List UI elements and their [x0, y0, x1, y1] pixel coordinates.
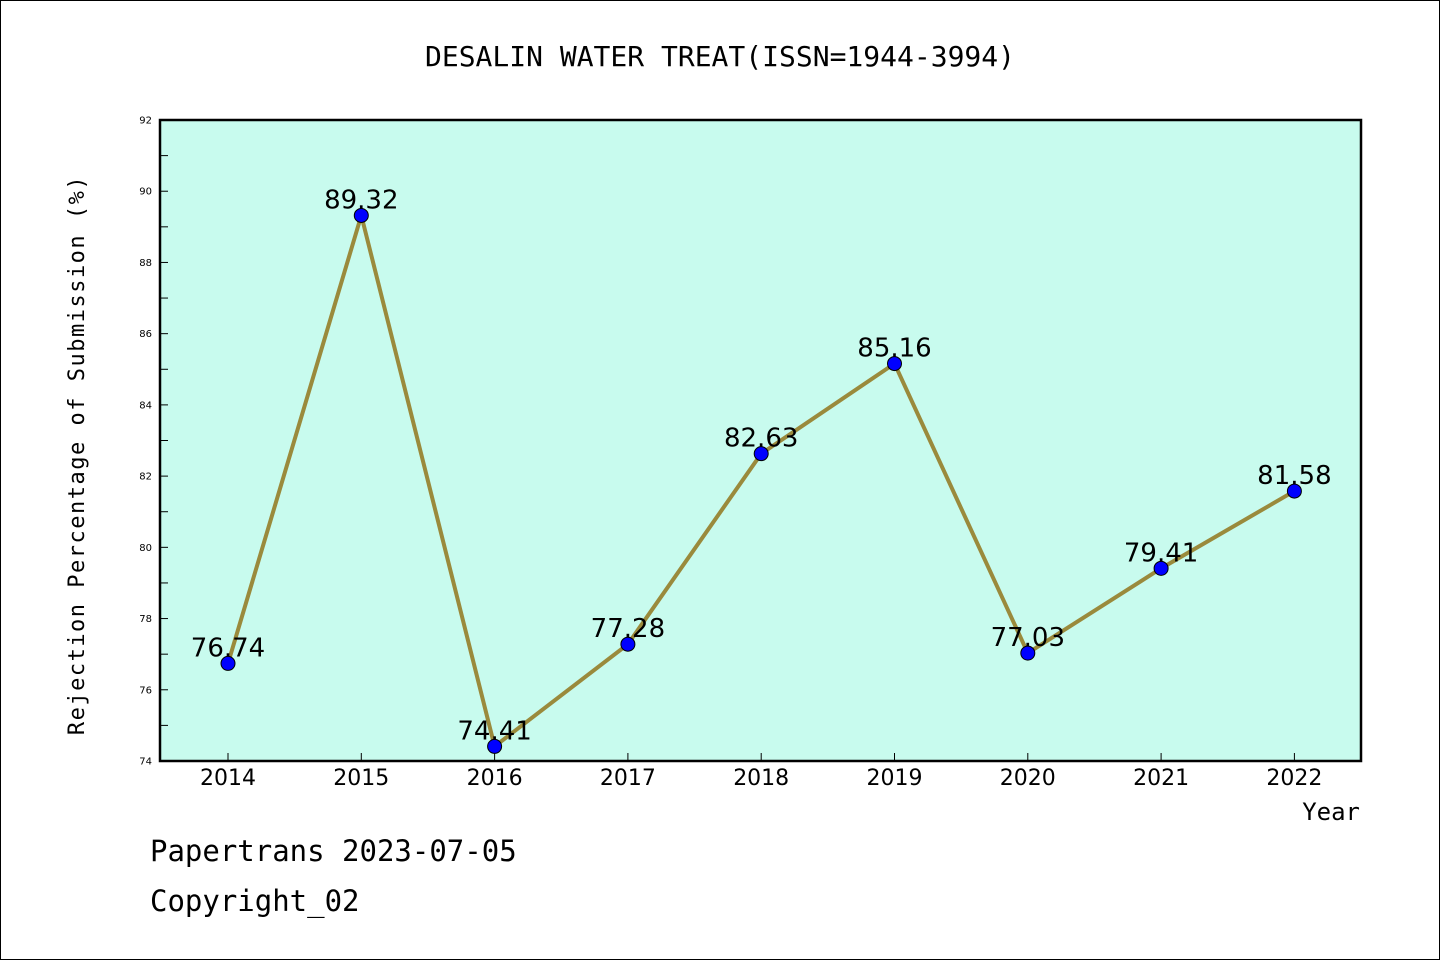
y-tick-label: 78 — [139, 614, 152, 625]
y-tick-label: 92 — [139, 116, 152, 127]
y-tick-label: 74 — [139, 757, 152, 768]
y-tick-label: 80 — [139, 543, 152, 554]
plot-area — [158, 118, 1363, 763]
data-point — [220, 655, 236, 671]
x-tick-label: 2021 — [1133, 766, 1189, 791]
x-axis-label: Year — [1302, 798, 1360, 826]
x-tick-label: 2016 — [467, 766, 523, 791]
x-tick-label: 2017 — [600, 766, 656, 791]
x-tick-label: 2014 — [200, 766, 256, 791]
x-tick-label: 2018 — [733, 766, 789, 791]
data-point — [353, 207, 369, 223]
data-point — [487, 738, 503, 754]
data-point — [620, 636, 636, 652]
x-axis-ticks: 2014 2015 2016 2017 2018 2019 2020 2021 2022 — [200, 753, 1322, 791]
data-label-group: 76.7489.3274.4177.2882.6385.1677.0379.41… — [191, 185, 1332, 746]
y-tick-label: 84 — [139, 400, 152, 411]
marker-group — [220, 207, 1302, 754]
data-point — [887, 356, 902, 372]
x-tick-label: 2020 — [1000, 766, 1056, 791]
x-tick-label: 2019 — [867, 766, 923, 791]
y-tick-label: 90 — [139, 187, 152, 198]
y-tick-label: 76 — [139, 685, 152, 696]
data-point — [1286, 483, 1302, 499]
y-axis-ticks: 74 76 78 80 82 84 86 88 90 92 — [139, 116, 168, 768]
data-point — [1020, 645, 1036, 661]
data-point — [1153, 560, 1169, 576]
y-axis-label: Rejection Percentage of Submission (%) — [65, 175, 90, 735]
y-tick-label: 86 — [139, 329, 152, 340]
x-tick-label: 2015 — [333, 766, 389, 791]
chart-title: DESALIN WATER TREAT(ISSN=1944-3994) — [425, 40, 1015, 73]
data-point — [753, 446, 769, 462]
footer-credit: Papertrans 2023-07-05 — [150, 834, 517, 868]
y-tick-label: 82 — [139, 472, 152, 483]
footer-copyright: Copyright_02 — [150, 884, 360, 918]
y-tick-label: 88 — [139, 258, 152, 269]
x-tick-label: 2022 — [1266, 766, 1322, 791]
